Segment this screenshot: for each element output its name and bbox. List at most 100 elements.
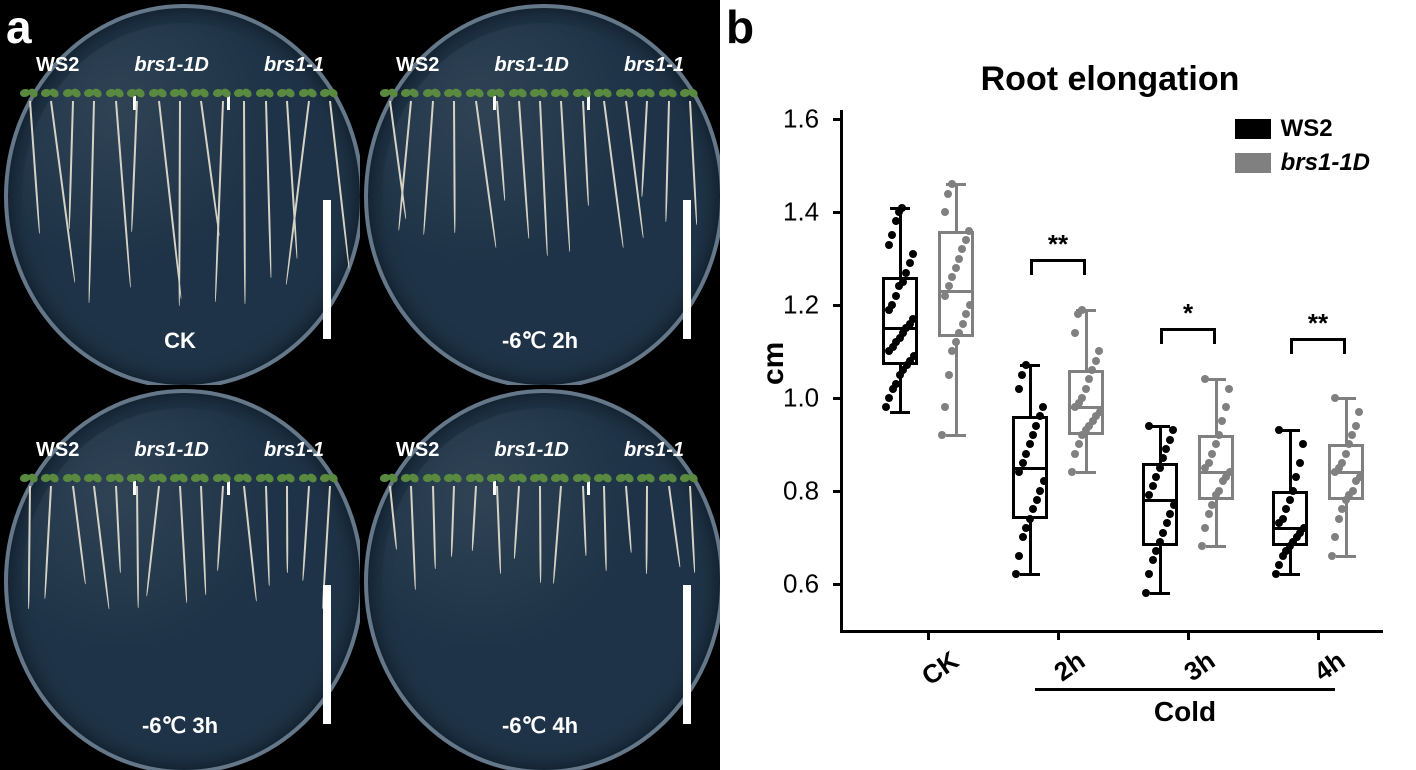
cold-bracket [1035, 688, 1335, 691]
data-point [1029, 431, 1037, 439]
data-point [1159, 454, 1167, 462]
figure-root: a WS2 brs1-1D brs1-1 CK WS2brs1-1Dbrs1-1-6℃ … [0, 0, 1416, 770]
data-point [1145, 570, 1153, 578]
plot-area: 0.60.81.01.21.41.6CK2h3h4h***** [840, 110, 1383, 633]
data-point [1338, 505, 1346, 513]
y-tick [833, 397, 843, 400]
leaf-icon [108, 474, 122, 486]
seedling [301, 474, 317, 488]
data-point [1036, 412, 1044, 420]
whisker-cap [1206, 378, 1226, 381]
seedling [489, 474, 505, 488]
panel-a-label: a [6, 0, 32, 54]
genotype-label: WS2 [396, 439, 439, 462]
leaf-icon [322, 89, 336, 101]
data-point [892, 217, 900, 225]
data-point [1162, 445, 1170, 453]
seedling [236, 474, 252, 488]
seedling [446, 89, 462, 103]
data-point [955, 329, 963, 337]
boxplot-chart: Root elongation WS2brs1-1D 0.60.81.01.21… [840, 50, 1380, 650]
seedling [193, 474, 209, 488]
genotype-label: brs1-1 [624, 439, 684, 462]
seedling [86, 89, 102, 103]
significance-bracket [1030, 259, 1086, 275]
leaf-icon [22, 89, 36, 101]
seedling [172, 474, 188, 488]
data-point [966, 301, 974, 309]
leaf-icon [596, 474, 610, 486]
data-point [1208, 501, 1216, 509]
data-point [1071, 329, 1079, 337]
data-point [1166, 510, 1174, 518]
data-point [1170, 501, 1178, 509]
leaf-icon [236, 474, 250, 486]
significance-label: * [1183, 298, 1193, 329]
data-point [1145, 422, 1153, 430]
data-point [1085, 375, 1093, 383]
data-point [1036, 487, 1044, 495]
leaf-icon [403, 89, 417, 101]
whisker-cap [1280, 573, 1300, 576]
seedling [425, 474, 441, 488]
data-point [962, 310, 970, 318]
data-point [1095, 347, 1103, 355]
seedling [215, 89, 231, 103]
seedling [446, 474, 462, 488]
leaf-icon [215, 474, 229, 486]
genotype-label: brs1-1D [134, 54, 208, 77]
leaf-icon [618, 89, 632, 101]
genotype-label: brs1-1 [624, 54, 684, 77]
dish-cell: WS2brs1-1Dbrs1-1-6℃ 2h [360, 0, 720, 385]
data-point [1282, 505, 1290, 513]
whisker-cap [1206, 545, 1226, 548]
seedling [382, 89, 398, 103]
data-point [1338, 459, 1346, 467]
seedling [108, 89, 124, 103]
seedling [279, 89, 295, 103]
data-point [1156, 464, 1164, 472]
data-point [902, 269, 910, 277]
seedling [151, 474, 167, 488]
data-point [1032, 422, 1040, 430]
whisker-cap [890, 411, 910, 414]
data-point [1019, 459, 1027, 467]
data-point [941, 403, 949, 411]
scale-bar [683, 200, 691, 339]
y-tick [833, 118, 843, 121]
data-point [1331, 394, 1339, 402]
leaf-icon [468, 89, 482, 101]
chart-title: Root elongation [840, 60, 1380, 99]
data-point [941, 208, 949, 216]
condition-label: -6℃ 3h [0, 713, 360, 739]
whisker [955, 184, 958, 230]
data-point [1019, 533, 1027, 541]
y-tick [833, 490, 843, 493]
seedling [618, 89, 634, 103]
seedling [553, 474, 569, 488]
seedling [65, 474, 81, 488]
data-point [1352, 422, 1360, 430]
data-point [948, 180, 956, 188]
y-tick [833, 583, 843, 586]
x-tick-label: CK [916, 645, 965, 692]
leaf-icon [446, 89, 460, 101]
y-tick-label: 0.8 [783, 475, 831, 506]
y-tick-label: 1.6 [783, 104, 831, 135]
data-point [1159, 529, 1167, 537]
leaf-icon [151, 474, 165, 486]
seedling [618, 474, 634, 488]
seedling [403, 89, 419, 103]
leaf-icon [65, 89, 79, 101]
data-point [955, 255, 963, 263]
data-point [1275, 561, 1283, 569]
data-point [1356, 473, 1364, 481]
leaf-icon [193, 474, 207, 486]
data-point [909, 315, 917, 323]
leaf-icon [661, 474, 675, 486]
seedling [382, 474, 398, 488]
whisker-cap [946, 434, 966, 437]
box [938, 231, 974, 338]
whisker [1345, 398, 1348, 444]
x-tick [1057, 630, 1060, 640]
